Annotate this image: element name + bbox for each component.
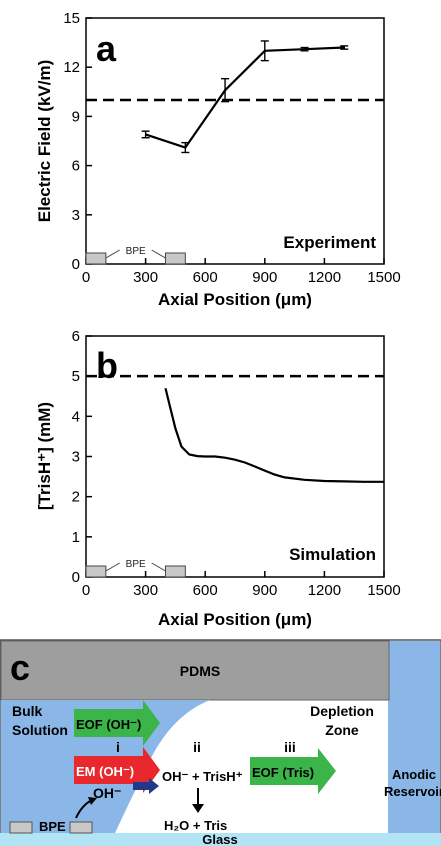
panel-a-x-axis-label: Axial Position (μm)	[158, 290, 312, 309]
eof-oh-arrow	[74, 700, 160, 746]
x-tick-label: 1200	[308, 269, 341, 286]
panel-c-label: c	[10, 647, 30, 688]
bpe-leader-line	[105, 249, 120, 259]
x-tick-label: 900	[252, 269, 277, 286]
anodic-label-line1: Anodic	[392, 767, 436, 782]
panel-b-series-line	[164, 387, 384, 483]
oh-minus-label: OH⁻	[93, 785, 121, 801]
y-tick-label: 15	[63, 10, 80, 27]
bulk-label-line2: Solution	[12, 722, 68, 738]
panel-b-label: b	[96, 345, 118, 386]
anodic-label-line2: Reservoir	[384, 784, 441, 799]
panel-c-schematic: c PDMS Glass Bulk Solution Depletion Zon…	[0, 639, 441, 846]
pdms-label: PDMS	[180, 663, 220, 679]
y-tick-label: 3	[72, 207, 80, 224]
bpe-leader-line	[151, 562, 166, 572]
bpe-leader-line	[151, 249, 166, 259]
bpe-electrode-mark	[85, 252, 107, 265]
stage-ii-label: ii	[193, 739, 201, 755]
oh-curved-arrow-head	[88, 797, 97, 805]
panel-a-annotation: Experiment	[283, 233, 376, 252]
bpe-electrode-mark	[164, 252, 186, 265]
em-oh-arrow	[74, 747, 160, 793]
bpe-electrode-left	[9, 821, 33, 834]
y-tick-label: 5	[72, 368, 80, 385]
panel-a-y-axis-label: Electric Field (kV/m)	[35, 60, 54, 223]
panel-a-chart: 0 3 6 9 12 15 0 300 600 900 1200 1500 BPE a Experi…	[35, 10, 401, 309]
y-tick-label: 3	[72, 449, 80, 466]
panel-a-plot-frame	[85, 17, 385, 265]
x-tick-label: 600	[193, 269, 218, 286]
stage-i-label: i	[116, 739, 120, 755]
bpe-label: BPE	[39, 819, 66, 834]
depletion-label-line1: Depletion	[310, 703, 374, 719]
y-tick-label: 6	[72, 158, 80, 175]
glass-label: Glass	[202, 832, 237, 846]
eof-tris-label: EOF (Tris)	[252, 765, 314, 780]
x-tick-label: 1200	[308, 582, 341, 599]
y-tick-label: 4	[72, 408, 80, 425]
em-oh-label: EM (OH⁻)	[76, 764, 134, 779]
x-tick-label: 1500	[367, 269, 400, 286]
x-tick-label: 900	[252, 582, 277, 599]
reaction-arrow-head	[192, 804, 204, 813]
glass-layer	[0, 833, 441, 846]
x-tick-label: 600	[193, 582, 218, 599]
x-tick-label: 1500	[367, 582, 400, 599]
products-label: H₂O + Tris	[164, 818, 227, 833]
panel-b-annotation: Simulation	[289, 545, 376, 564]
y-tick-label: 0	[72, 256, 80, 273]
y-tick-label: 2	[72, 489, 80, 506]
anodic-reservoir-region	[388, 641, 440, 839]
x-tick-label: 0	[82, 582, 90, 599]
stage-iii-label: iii	[284, 739, 296, 755]
bpe-electrode-mark	[164, 565, 186, 578]
panel-b-x-axis-label: Axial Position (μm)	[158, 610, 312, 629]
y-tick-label: 1	[72, 529, 80, 546]
oh-migration-arrow	[133, 778, 159, 794]
x-tick-label: 300	[133, 582, 158, 599]
bpe-electrode-mark	[85, 565, 107, 578]
bpe-axis-label: BPE	[126, 559, 146, 570]
y-tick-label: 12	[63, 59, 80, 76]
depletion-label-line2: Zone	[325, 722, 359, 738]
reaction-label: OH⁻ + TrisH⁺	[162, 769, 243, 784]
panel-a-series-line	[145, 46, 345, 149]
x-tick-label: 300	[133, 269, 158, 286]
panel-b-y-axis-label: [TrisH⁺] (mM)	[35, 402, 54, 510]
panel-b-plot-frame	[85, 335, 385, 578]
bpe-electrode-right	[69, 821, 93, 834]
panel-b-chart: 0 1 2 3 4 5 6 0 300 600 900 1200 1500 BPE b Simulat…	[35, 328, 401, 629]
bpe-axis-label: BPE	[126, 246, 146, 257]
pdms-layer	[0, 640, 390, 701]
y-tick-label: 9	[72, 108, 80, 125]
eof-tris-arrow	[250, 748, 336, 794]
y-tick-label: 0	[72, 569, 80, 586]
x-tick-label: 0	[82, 269, 90, 286]
bpe-leader-line	[105, 562, 120, 572]
bulk-label-line1: Bulk	[12, 703, 43, 719]
eof-oh-label: EOF (OH⁻)	[76, 717, 141, 732]
panel-a-label: a	[96, 28, 117, 69]
y-tick-label: 6	[72, 328, 80, 345]
